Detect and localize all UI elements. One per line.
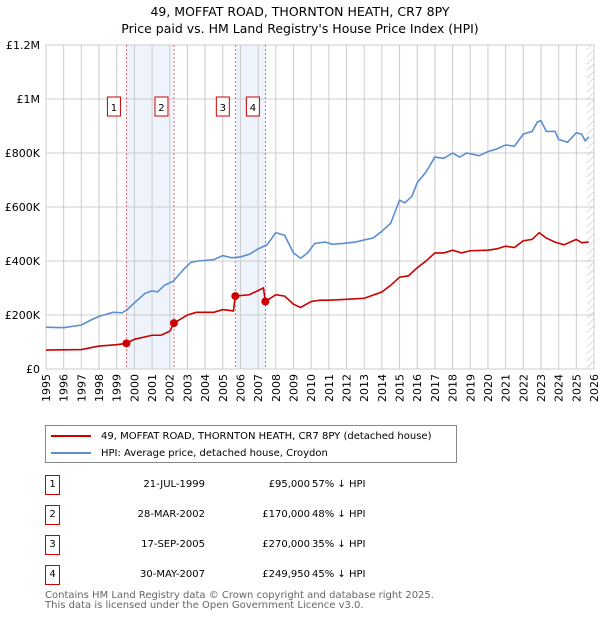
hpi-line: [45, 119, 590, 329]
x-tick-label: 1998: [93, 374, 106, 402]
sale-point: [231, 292, 240, 301]
property-price-line: [45, 231, 589, 351]
x-tick-label: 2026: [588, 374, 600, 402]
sale-label: 3: [220, 103, 226, 114]
x-tick-label: 2008: [270, 374, 283, 402]
chart-title: 49, MOFFAT ROAD, THORNTON HEATH, CR7 8PY: [150, 4, 450, 19]
sale-number-badge: 2: [45, 505, 60, 525]
x-tick-label: 1995: [40, 374, 53, 402]
x-tick-label: 1996: [58, 374, 71, 402]
sale-row: 2 28-MAR-2002 £170,000 48% ↓ HPI: [45, 505, 445, 525]
sale-date: 21-JUL-1999: [143, 479, 205, 490]
sale-price: £170,000: [262, 509, 310, 520]
x-tick-label: 1999: [111, 374, 124, 402]
sale-number-badge: 1: [45, 475, 60, 495]
x-tick-label: 2022: [517, 374, 530, 402]
price-chart: 1995 1996 1997 1998 1999 2000 2001 2002 2003 2004…: [5, 39, 600, 402]
x-tick-label: 2009: [287, 374, 300, 402]
sale-price: £95,000: [268, 479, 310, 490]
footer-line: Contains HM Land Registry data © Crown c…: [45, 590, 434, 601]
sale-label: 4: [250, 103, 256, 114]
legend: 49, MOFFAT ROAD, THORNTON HEATH, CR7 8PY…: [45, 425, 457, 463]
sale-label-box: [215, 96, 230, 117]
x-tick-label: 2006: [234, 374, 247, 402]
sale-hpi-diff: 45% ↓ HPI: [312, 569, 366, 580]
sale-label: 2: [158, 103, 164, 114]
x-tick-label: 2020: [482, 374, 495, 402]
x-tick-label: 1997: [75, 374, 88, 402]
x-tick-label: 2010: [305, 374, 318, 402]
x-tick-label: 2011: [323, 374, 336, 402]
chart-subtitle: Price paid vs. HM Land Registry's House …: [121, 21, 479, 36]
y-tick-label: £600K: [5, 201, 41, 214]
y-tick-label: £400K: [5, 255, 41, 268]
sale-label-box: [106, 96, 121, 117]
footer: Contains HM Land Registry data © Crown c…: [45, 591, 434, 611]
x-tick-label: 2001: [146, 374, 159, 402]
x-tick-label: 2024: [553, 374, 566, 402]
sale-date: 30-MAY-2007: [139, 569, 205, 580]
x-tick-label: 2013: [358, 374, 371, 402]
legend-label: 49, MOFFAT ROAD, THORNTON HEATH, CR7 8PY…: [101, 430, 432, 442]
sale-point: [261, 297, 270, 306]
sale-label: 1: [111, 103, 117, 114]
sale-row: 3 17-SEP-2005 £270,000 35% ↓ HPI: [45, 535, 445, 555]
x-tick-label: 2002: [164, 374, 177, 402]
x-tick-label: 2023: [535, 374, 548, 402]
x-tick-label: 2005: [217, 374, 230, 402]
x-tick-label: 2025: [570, 374, 583, 402]
legend-item-property: 49, MOFFAT ROAD, THORNTON HEATH, CR7 8PY…: [46, 428, 431, 444]
sale-point: [169, 319, 178, 328]
sale-point: [122, 339, 131, 348]
sale-hpi-diff: 35% ↓ HPI: [312, 539, 366, 550]
sale-price: £270,000: [262, 539, 310, 550]
x-tick-label: 2017: [429, 374, 442, 402]
x-tick-label: 2000: [128, 374, 141, 402]
x-tick-label: 2015: [394, 374, 407, 402]
sale-hpi-diff: 48% ↓ HPI: [312, 509, 366, 520]
x-tick-label: 2012: [341, 374, 354, 402]
sale-row: 4 30-MAY-2007 £249,950 45% ↓ HPI: [45, 565, 445, 585]
legend-swatch-red: [51, 435, 91, 437]
y-tick-label: £1M: [17, 93, 41, 106]
legend-item-hpi: HPI: Average price, detached house, Croy…: [46, 445, 328, 461]
legend-swatch-blue: [51, 452, 91, 454]
sale-number-badge: 3: [45, 535, 60, 555]
x-tick-label: 2003: [181, 374, 194, 402]
footer-line: This data is licensed under the Open Gov…: [45, 600, 364, 611]
sale-label-box: [245, 96, 260, 117]
y-tick-label: £1.2M: [6, 39, 40, 52]
y-tick-label: £800K: [5, 147, 41, 160]
sale-number-badge: 4: [45, 565, 60, 585]
sale-price: £249,950: [262, 569, 310, 580]
sale-hpi-diff: 57% ↓ HPI: [312, 479, 366, 490]
sale-date: 28-MAR-2002: [137, 509, 205, 520]
sale-label-box: [154, 96, 169, 117]
x-tick-label: 2018: [447, 374, 460, 402]
x-tick-label: 2021: [500, 374, 513, 402]
y-tick-label: £200K: [5, 309, 41, 322]
x-tick-label: 2016: [411, 374, 424, 402]
y-tick-label: £0: [26, 363, 40, 376]
legend-label: HPI: Average price, detached house, Croy…: [101, 447, 328, 459]
sale-date: 17-SEP-2005: [141, 539, 205, 550]
x-tick-label: 2007: [252, 374, 265, 402]
x-tick-label: 2004: [199, 374, 212, 402]
sale-row: 1 21-JUL-1999 £95,000 57% ↓ HPI: [45, 475, 445, 495]
x-tick-label: 2019: [464, 374, 477, 402]
x-tick-label: 2014: [376, 374, 389, 402]
plot-frame: [45, 44, 595, 370]
